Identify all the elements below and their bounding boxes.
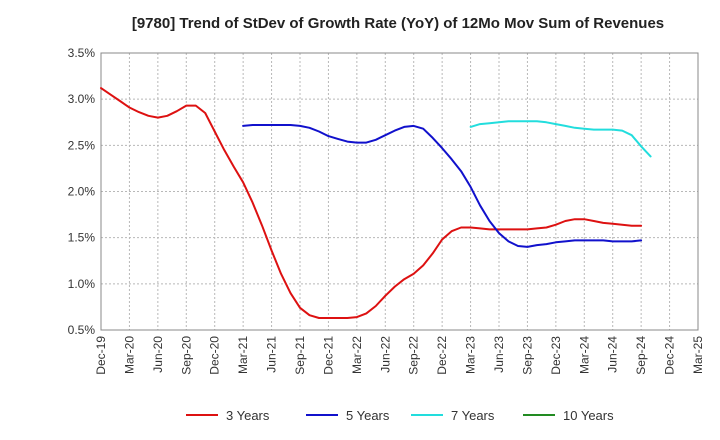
x-tick-label: Sep-23 bbox=[520, 336, 534, 375]
x-axis: Dec-19 Mar-20 Jun-20 Sep-20 Dec-20 Mar-21 Jun-… bbox=[94, 336, 705, 375]
series-layer bbox=[100, 87, 652, 319]
legend-label-10-years: 10 Years bbox=[563, 408, 614, 423]
plot-area bbox=[100, 52, 699, 331]
series-line-7-years bbox=[469, 120, 652, 158]
y-tick-label: 0.5% bbox=[68, 323, 96, 337]
x-tick-label: Sep-21 bbox=[293, 336, 307, 375]
x-tick-label: Sep-24 bbox=[634, 336, 648, 375]
x-tick-label: Mar-20 bbox=[122, 336, 136, 374]
x-tick-label: Dec-20 bbox=[208, 336, 222, 375]
y-axis: 0.5% 1.0% 1.5% 2.0% 2.5% 3.0% 3.5% bbox=[68, 46, 96, 337]
x-tick-label: Mar-25 bbox=[691, 336, 705, 374]
legend-label-7-years: 7 Years bbox=[451, 408, 495, 423]
y-tick-label: 1.0% bbox=[68, 277, 96, 291]
x-tick-label: Jun-20 bbox=[151, 336, 165, 373]
x-tick-label: Dec-21 bbox=[321, 336, 335, 375]
x-tick-label: Dec-24 bbox=[663, 336, 677, 375]
series-line-3-years bbox=[100, 87, 643, 319]
x-tick-label: Dec-19 bbox=[94, 336, 108, 375]
grid-layer bbox=[100, 52, 699, 331]
x-tick-label: Sep-20 bbox=[179, 336, 193, 375]
x-tick-label: Sep-22 bbox=[407, 336, 421, 375]
x-tick-label: Dec-22 bbox=[435, 336, 449, 375]
y-tick-label: 2.5% bbox=[68, 138, 96, 152]
y-tick-label: 1.5% bbox=[68, 231, 96, 245]
y-tick-label: 3.0% bbox=[68, 92, 96, 106]
x-tick-label: Mar-24 bbox=[577, 336, 591, 374]
y-tick-label: 2.0% bbox=[68, 185, 96, 199]
chart-title: [9780] Trend of StDev of Growth Rate (Yo… bbox=[132, 15, 664, 32]
x-tick-label: Jun-24 bbox=[606, 336, 620, 373]
x-tick-label: Jun-22 bbox=[378, 336, 392, 373]
x-tick-label: Mar-23 bbox=[464, 336, 478, 374]
legend-label-3-years: 3 Years bbox=[226, 408, 270, 423]
series-line-5-years bbox=[242, 124, 643, 248]
x-tick-label: Mar-21 bbox=[236, 336, 250, 374]
x-tick-label: Mar-22 bbox=[350, 336, 364, 374]
x-tick-label: Jun-23 bbox=[492, 336, 506, 373]
x-tick-label: Jun-21 bbox=[265, 336, 279, 373]
legend: 3 Years 5 Years 7 Years 10 Years bbox=[186, 408, 614, 423]
x-tick-label: Dec-23 bbox=[549, 336, 563, 375]
y-tick-label: 3.5% bbox=[68, 46, 96, 60]
legend-label-5-years: 5 Years bbox=[346, 408, 390, 423]
